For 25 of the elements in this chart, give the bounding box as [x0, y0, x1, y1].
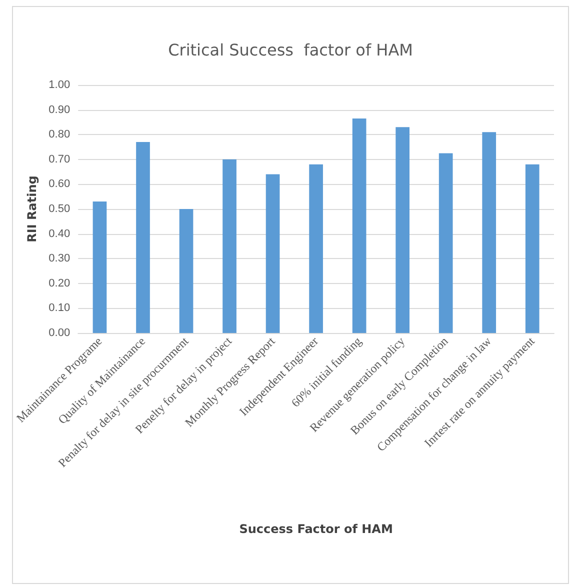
y-tick-label: 0.00: [48, 327, 70, 339]
y-axis-title: RII Rating: [24, 176, 39, 242]
bar: [525, 164, 540, 333]
y-tick-label: 0.80: [48, 128, 70, 141]
bar: [179, 209, 194, 333]
y-tick-label: 1.00: [48, 79, 70, 91]
chart-title: Critical Success factor of HAM: [168, 40, 413, 60]
y-tick-label: 0.20: [48, 277, 70, 290]
y-tick-label: 0.50: [48, 203, 70, 215]
bar: [352, 118, 366, 333]
bar: [482, 132, 496, 333]
y-tick-label: 0.30: [48, 252, 70, 265]
bar: [309, 164, 323, 333]
y-tick-label: 0.10: [48, 302, 70, 314]
y-tick-label: 0.90: [48, 104, 70, 116]
bar: [92, 202, 107, 333]
bar: [396, 127, 410, 333]
x-axis-title: Success Factor of HAM: [239, 522, 393, 536]
y-tick-label: 0.70: [48, 153, 70, 166]
bar: [136, 142, 150, 333]
bar: [438, 153, 453, 333]
y-tick-label: 0.60: [48, 178, 70, 190]
bar: [222, 159, 236, 333]
y-tick-label: 0.40: [48, 228, 70, 240]
bar: [266, 174, 280, 333]
